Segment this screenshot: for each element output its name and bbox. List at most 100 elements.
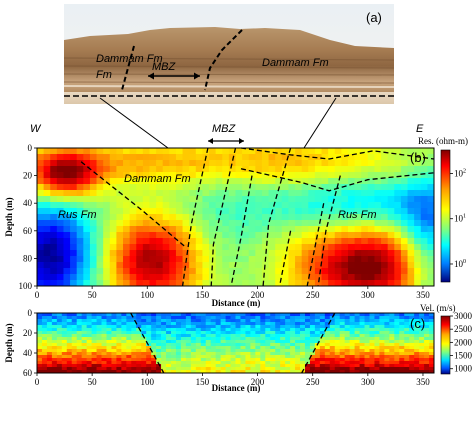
resistivity-cell	[301, 190, 309, 197]
velocity-cell	[369, 340, 375, 344]
resistivity-cell	[103, 208, 111, 215]
velocity-cell	[245, 319, 251, 323]
resistivity-cell	[361, 190, 369, 197]
velocity-cell	[324, 355, 331, 359]
resistivity-cell	[308, 202, 316, 209]
resistivity-cell	[341, 280, 349, 287]
velocity-cell	[280, 337, 286, 341]
resistivity-cell	[142, 220, 150, 227]
velocity-cell	[215, 319, 222, 323]
resistivity-cell	[328, 202, 336, 209]
resistivity-cell	[321, 214, 329, 221]
resistivity-cell	[288, 214, 296, 221]
velocity-cell	[389, 322, 395, 326]
resistivity-cell	[235, 256, 243, 263]
resistivity-cell	[394, 262, 402, 269]
velocity-cell	[414, 343, 420, 347]
resistivity-cell	[242, 172, 250, 179]
resistivity-cell	[109, 160, 117, 167]
resistivity-cell	[235, 190, 243, 197]
velocity-cell	[344, 322, 351, 326]
velocity-cell	[86, 370, 92, 374]
resistivity-cell	[341, 226, 349, 233]
resistivity-cell	[235, 274, 243, 281]
velocity-cell	[394, 325, 400, 329]
resistivity-cell	[149, 148, 157, 155]
velocity-cell	[76, 337, 83, 341]
velocity-cell	[210, 313, 217, 317]
velocity-cell	[161, 352, 167, 356]
resistivity-cell	[129, 178, 137, 185]
velocity-cell	[414, 364, 420, 368]
resistivity-cell	[195, 250, 203, 257]
resistivity-cell	[367, 214, 375, 221]
resistivity-cell	[89, 232, 97, 239]
resistivity-cell	[215, 220, 223, 227]
resistivity-cell	[116, 166, 124, 173]
velocity-cell	[220, 319, 226, 323]
velocity-cell	[51, 316, 58, 320]
resistivity-cell	[228, 274, 236, 281]
resistivity-cell	[149, 214, 157, 221]
velocity-xtick-label: 0	[35, 377, 40, 387]
velocity-cell	[56, 349, 63, 353]
resistivity-cell	[248, 178, 256, 185]
resistivity-cell	[37, 250, 45, 257]
velocity-cell	[404, 370, 410, 374]
resistivity-cell	[328, 226, 336, 233]
velocity-cell	[156, 313, 162, 317]
velocity-cell	[116, 349, 122, 353]
velocity-cell	[334, 355, 341, 359]
resistivity-cell	[381, 280, 389, 287]
velocity-cell	[265, 322, 271, 326]
velocity-cell	[91, 355, 97, 359]
velocity-cell	[250, 334, 256, 338]
resistivity-cell	[420, 208, 428, 215]
velocity-xtick-label: 300	[361, 377, 375, 387]
velocity-cell	[175, 328, 182, 332]
velocity-cell	[151, 349, 157, 353]
velocity-cell	[329, 355, 336, 359]
resistivity-cell	[195, 244, 203, 251]
velocity-cell	[359, 349, 365, 353]
resistivity-cell	[301, 256, 309, 263]
velocity-cell	[225, 334, 231, 338]
resistivity-cell	[288, 232, 296, 239]
velocity-cell	[419, 349, 425, 353]
resistivity-cell	[295, 250, 303, 257]
velocity-cell	[349, 364, 355, 368]
velocity-cell	[220, 364, 226, 368]
resistivity-cell	[83, 196, 91, 203]
velocity-cell	[324, 361, 331, 365]
resistivity-cell	[361, 160, 369, 167]
resistivity-cell	[268, 190, 276, 197]
resistivity-cell	[116, 196, 124, 203]
resistivity-cell	[182, 232, 190, 239]
velocity-cell	[106, 313, 112, 317]
velocity-cell	[96, 340, 102, 344]
resistivity-cell	[56, 202, 64, 209]
velocity-cell	[76, 370, 83, 374]
resistivity-cell	[56, 250, 64, 257]
resistivity-cell	[295, 262, 303, 269]
velocity-cell	[369, 328, 375, 332]
resistivity-cell	[63, 202, 71, 209]
resistivity-cell	[248, 262, 256, 269]
resistivity-cell	[202, 268, 210, 275]
resistivity-cell	[222, 274, 230, 281]
velocity-cell	[215, 331, 222, 335]
resistivity-cell	[70, 256, 78, 263]
velocity-cell	[314, 367, 321, 371]
resistivity-cell	[50, 178, 58, 185]
resistivity-cell	[275, 178, 283, 185]
velocity-cell	[71, 352, 78, 356]
velocity-cell	[146, 316, 152, 320]
resistivity-cell	[374, 250, 382, 257]
resistivity-cell	[56, 262, 64, 269]
velocity-cell	[369, 370, 375, 374]
velocity-cell	[424, 325, 430, 329]
velocity-cell	[230, 364, 236, 368]
resistivity-cell	[268, 226, 276, 233]
velocity-cell	[220, 340, 226, 344]
velocity-cell	[300, 352, 306, 356]
